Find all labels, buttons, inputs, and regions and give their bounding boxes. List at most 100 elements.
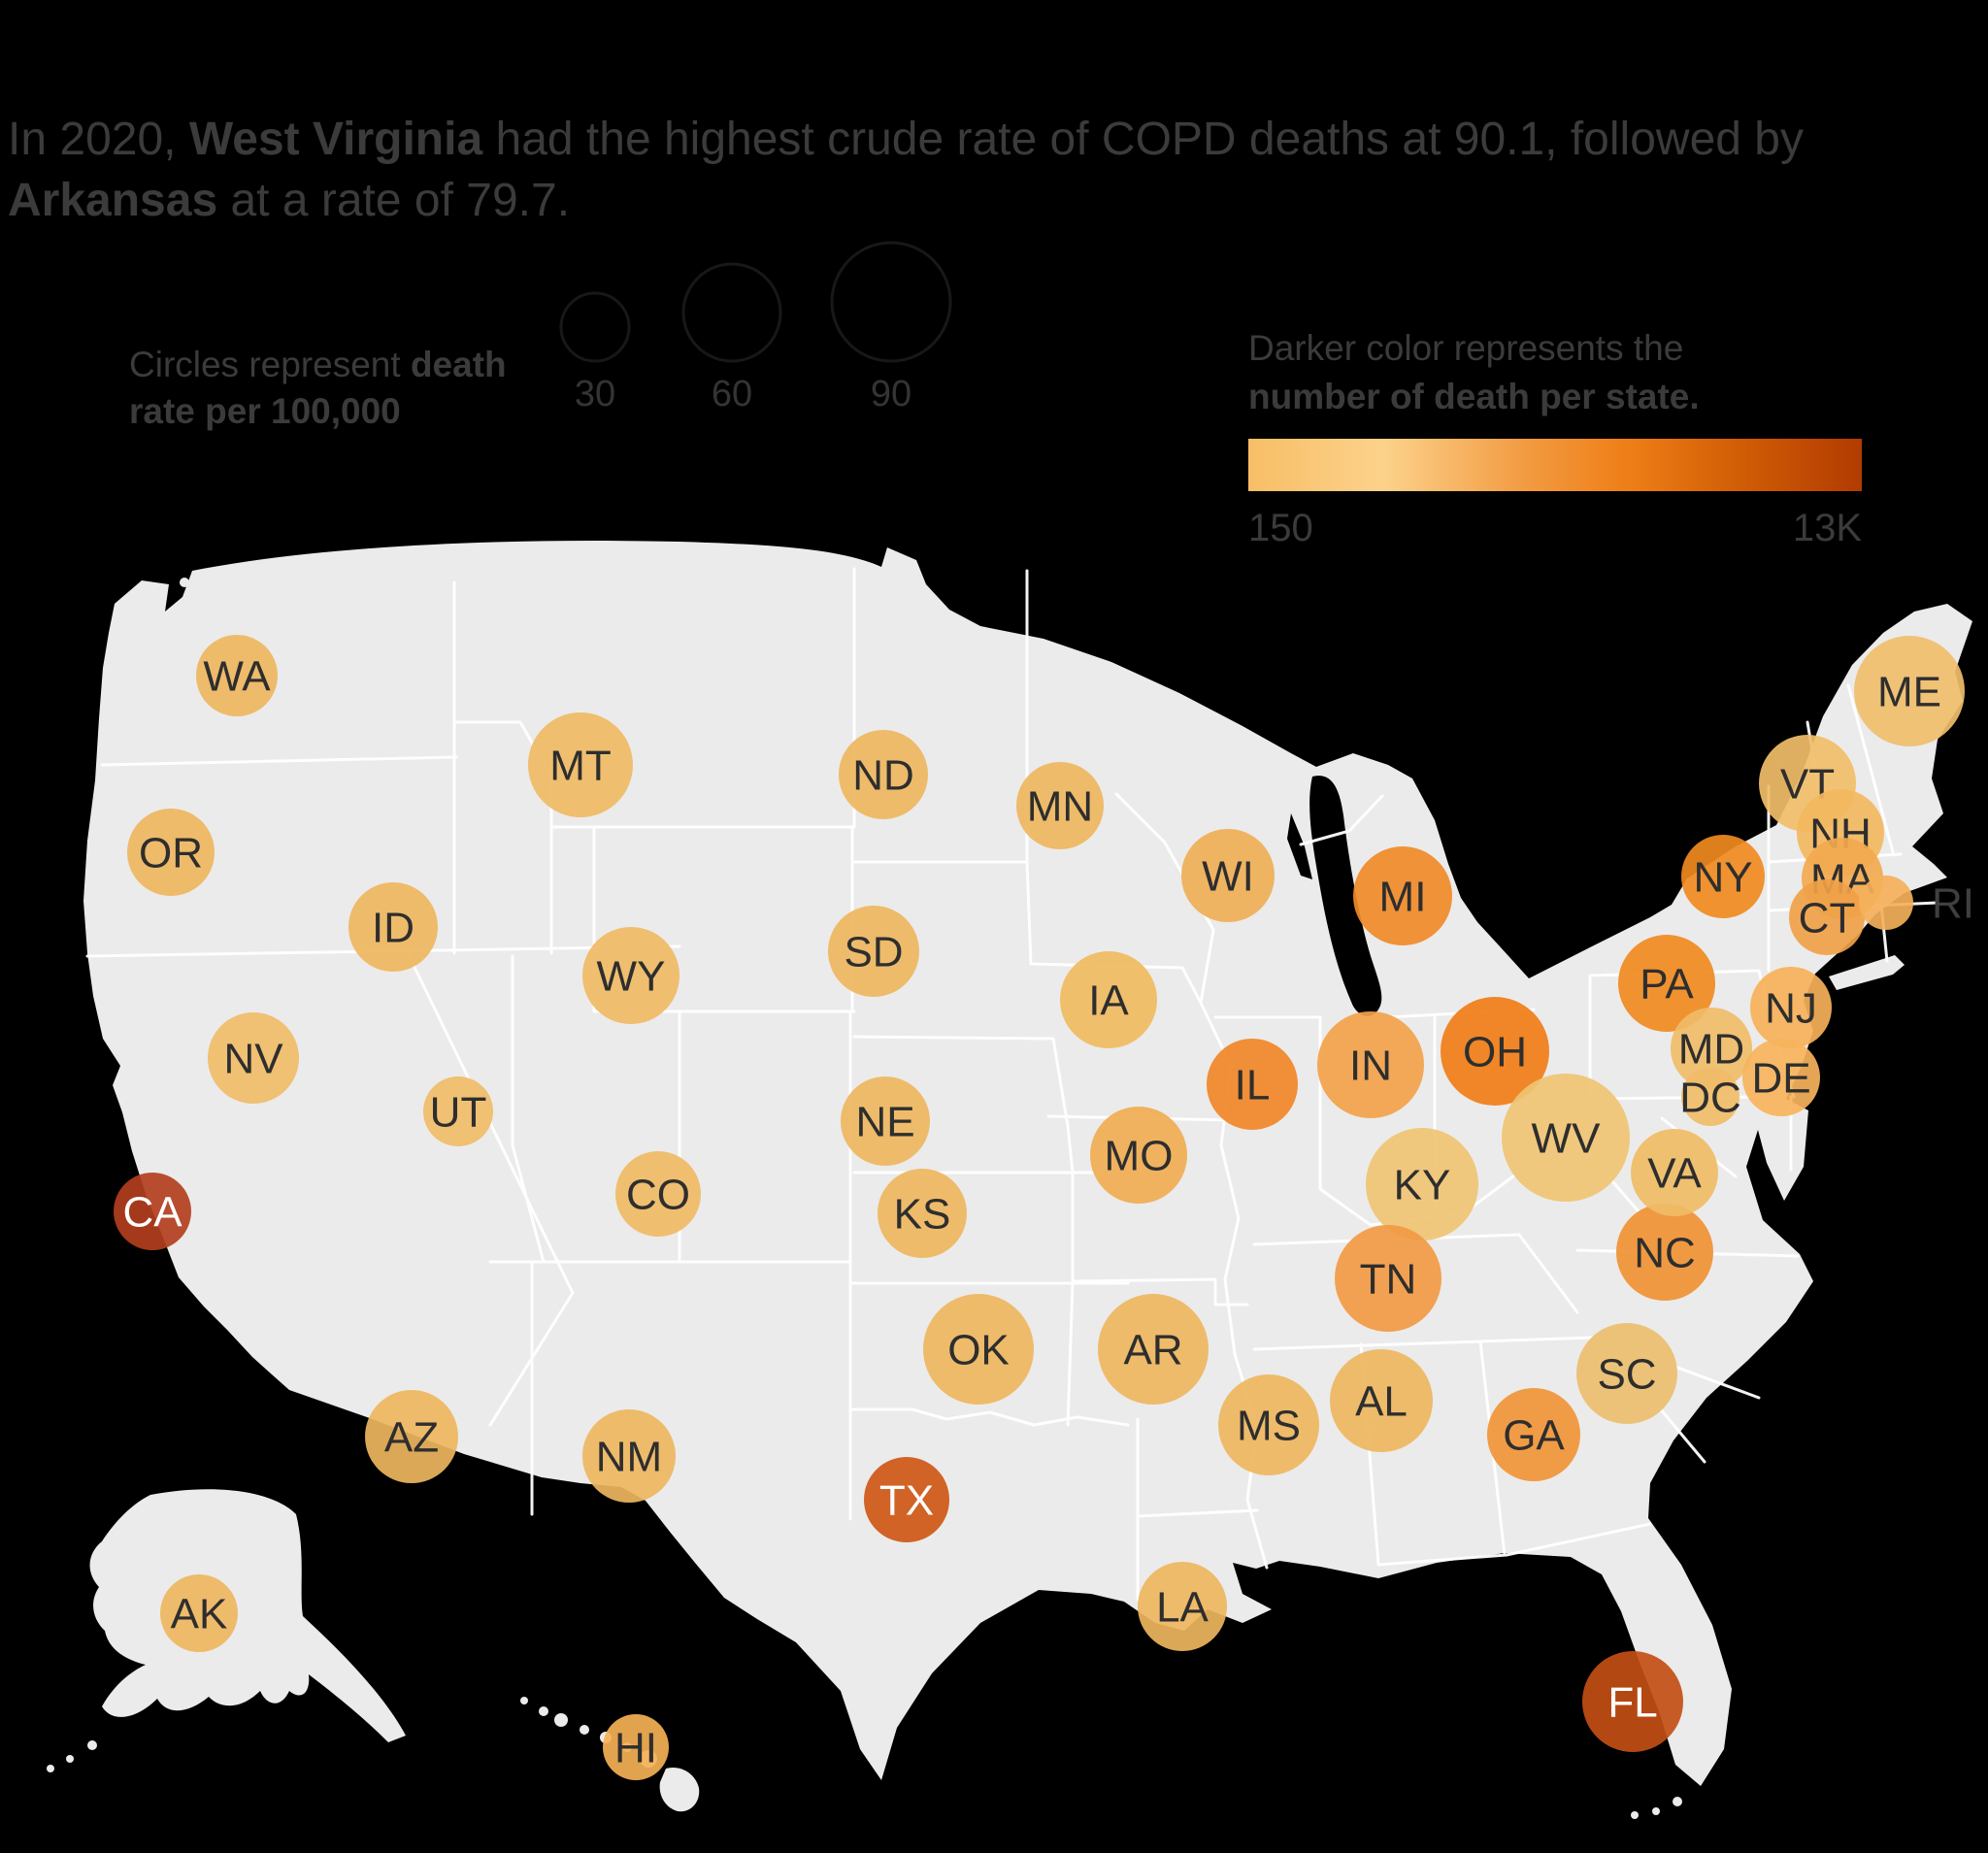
state-bubble-UT (423, 1076, 493, 1146)
size-legend-circles (559, 241, 952, 363)
state-bubble-AR (1098, 1294, 1209, 1405)
color-legend-max: 13K (1792, 507, 1862, 549)
state-bubble-AL (1330, 1349, 1433, 1452)
state-label-CT: CT (1799, 894, 1856, 942)
state-bubble-NJ (1750, 967, 1832, 1048)
state-label-MS: MS (1237, 1402, 1301, 1449)
state-bubble-NE (841, 1076, 930, 1166)
state-bubble-GA (1487, 1388, 1580, 1481)
state-bubble-NV (208, 1012, 299, 1104)
state-label-NM: NM (596, 1433, 662, 1480)
size-legend-circle-90 (830, 241, 952, 363)
state-bubble-TX (864, 1457, 949, 1542)
state-bubble-CO (615, 1151, 701, 1237)
state-bubble-WY (582, 927, 679, 1024)
state-bubble-OK (923, 1294, 1034, 1405)
state-bubble-NC (1616, 1204, 1713, 1301)
state-bubble-SC (1576, 1323, 1677, 1424)
color-legend-caption-line1: Darker color represents the (1248, 328, 1684, 368)
state-label-OH: OH (1463, 1028, 1527, 1075)
state-label-WY: WY (597, 952, 666, 1000)
state-bubble-MS (1218, 1374, 1319, 1475)
state-label-TX: TX (879, 1476, 934, 1524)
long-island (1829, 955, 1905, 990)
state-label-SD: SD (844, 928, 903, 976)
state-label-NE: NE (855, 1098, 914, 1145)
state-label-NY: NY (1693, 853, 1752, 901)
title-text-3: at a rate of 79.7. (217, 175, 571, 226)
state-bubble-OH (1441, 997, 1549, 1106)
alaska (89, 1489, 406, 1742)
state-label-DE: DE (1751, 1054, 1810, 1102)
state-bubble-CA (114, 1173, 191, 1250)
state-label-WA: WA (203, 652, 271, 700)
state-bubble-WV (1502, 1074, 1630, 1202)
state-label-WI: WI (1202, 852, 1254, 900)
state-label-MI: MI (1379, 873, 1427, 920)
size-legend-tick-30: 30 (574, 374, 616, 414)
state-bubble-SD (828, 906, 919, 997)
small-islands (180, 578, 1682, 1819)
state-bubble-MI (1353, 846, 1452, 945)
state-label-DC: DC (1679, 1074, 1741, 1121)
state-label-IA: IA (1088, 976, 1129, 1024)
state-bubble-IL (1207, 1039, 1298, 1130)
state-bubble-IA (1060, 951, 1157, 1048)
state-bubble-OR (127, 809, 215, 896)
color-legend-caption-line2: number of death per state. (1248, 377, 1700, 416)
state-label-TN: TN (1360, 1255, 1417, 1303)
state-bubble-KY (1366, 1128, 1478, 1241)
state-label-MN: MN (1027, 782, 1093, 830)
size-legend-tick-60: 60 (711, 374, 753, 414)
state-label-CO: CO (626, 1171, 690, 1218)
state-label-AZ: AZ (384, 1413, 439, 1461)
state-label-NV: NV (223, 1035, 283, 1082)
color-gradient-bar (1248, 439, 1862, 491)
state-bubble-AZ (365, 1390, 458, 1483)
size-legend-circle-60 (681, 262, 782, 363)
green-bay (1287, 813, 1312, 879)
state-bubble-CT (1789, 879, 1865, 955)
size-legend-ticks: 30 60 90 (0, 374, 971, 416)
size-legend-tick-90: 90 (870, 374, 912, 414)
state-bubble-ME (1854, 636, 1965, 746)
state-label-IL: IL (1235, 1061, 1271, 1108)
color-legend-range: 150 13K (1248, 507, 1862, 550)
state-bubble-ID (348, 882, 438, 972)
state-bubble-WI (1181, 829, 1275, 922)
size-legend-circle-30 (559, 291, 631, 363)
color-legend-min: 150 (1248, 507, 1313, 549)
title-text-1: In 2020, (8, 114, 189, 165)
state-label-MT: MT (549, 742, 612, 789)
state-label-UT: UT (430, 1088, 487, 1136)
state-label-NJ: NJ (1765, 984, 1817, 1032)
state-label-RI: RI (1932, 879, 1974, 927)
state-label-AR: AR (1123, 1326, 1182, 1373)
state-label-ND: ND (852, 751, 914, 799)
state-label-ME: ME (1877, 668, 1941, 715)
state-label-MD: MD (1678, 1025, 1744, 1073)
state-label-GA: GA (1503, 1411, 1565, 1459)
state-label-ID: ID (372, 904, 414, 951)
state-bubble-DE (1742, 1039, 1820, 1116)
title-text-2: had the highest crude rate of COPD death… (482, 114, 1804, 165)
state-label-MO: MO (1105, 1132, 1174, 1179)
state-label-PA: PA (1640, 960, 1694, 1008)
state-bubble-TN (1335, 1225, 1441, 1332)
state-label-AK: AK (171, 1590, 228, 1638)
title-highlight-west-virginia: West Virginia (188, 114, 483, 165)
size-legend-caption-regular: Circles represent (129, 345, 411, 384)
state-bubble-PA (1618, 935, 1715, 1032)
size-legend-caption-bold: death rate per 100,000 (129, 345, 507, 431)
state-label-OR: OR (139, 829, 203, 877)
state-label-KS: KS (894, 1190, 951, 1238)
state-label-NC: NC (1634, 1229, 1696, 1276)
state-bubble-MN (1016, 762, 1104, 849)
state-bubbles: WA OR CA NV ID UT AZ MT WY CO NM ND SD NE KS OK TX MN IA MO… (114, 635, 1974, 1780)
state-label-SC: SC (1597, 1350, 1656, 1398)
color-legend-caption: Darker color represents the number of de… (1248, 324, 1889, 421)
state-bubble-MD (1671, 1008, 1752, 1089)
state-bubble-NM (582, 1409, 676, 1503)
